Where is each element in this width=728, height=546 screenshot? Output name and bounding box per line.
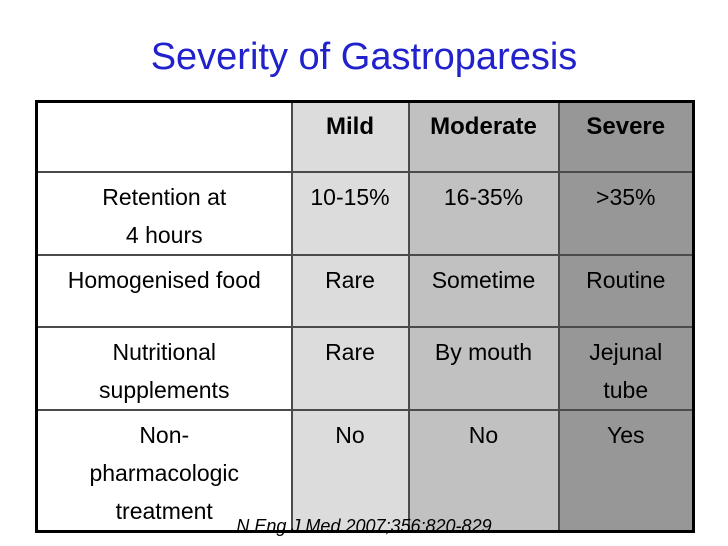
- cell-retention-moderate: 16-35%: [407, 170, 560, 256]
- citation-text: N Eng J Med 2007;356:820-829: [236, 516, 492, 536]
- severity-table: Mild Moderate Severe Retention at 4 hour…: [35, 100, 695, 533]
- row-label-homogenised-food: Homogenised food: [35, 253, 293, 328]
- table-row-homogenised-food: Homogenised food Rare Sometime Routine: [35, 253, 695, 328]
- slide-title: Severity of Gastroparesis: [150, 36, 578, 78]
- row-label-non-pharmacologic: Non- pharmacologic treatment: [35, 408, 293, 532]
- header-cell-moderate: Moderate: [407, 100, 560, 173]
- header-cell-empty: [35, 100, 293, 173]
- cell-retention-severe: >35%: [557, 170, 695, 256]
- cell-retention-mild: 10-15%: [290, 170, 410, 256]
- cell-nutritional-mild: Rare: [290, 325, 410, 411]
- header-cell-mild: Mild: [290, 100, 410, 173]
- cell-homogenised-severe: Routine: [557, 253, 695, 328]
- table-row-nutritional-supplements: Nutritional supplements Rare By mouth Je…: [35, 325, 695, 411]
- row-label-retention: Retention at 4 hours: [35, 170, 293, 256]
- table-header-row: Mild Moderate Severe: [35, 100, 695, 173]
- cell-nutritional-moderate: By mouth: [407, 325, 560, 411]
- cell-nonpharm-severe: Yes: [557, 408, 695, 532]
- cell-nutritional-severe: Jejunal tube: [557, 325, 695, 411]
- cell-homogenised-moderate: Sometime: [407, 253, 560, 328]
- cell-nonpharm-mild: No: [290, 408, 410, 532]
- cell-nonpharm-moderate: No: [407, 408, 560, 532]
- table-row-retention: Retention at 4 hours 10-15% 16-35% >35%: [35, 170, 695, 256]
- cell-homogenised-mild: Rare: [290, 253, 410, 328]
- table-row-non-pharmacologic-treatment: Non- pharmacologic treatment No No Yes: [35, 408, 695, 532]
- row-label-nutritional-supplements: Nutritional supplements: [35, 325, 293, 411]
- header-cell-severe: Severe: [557, 100, 695, 173]
